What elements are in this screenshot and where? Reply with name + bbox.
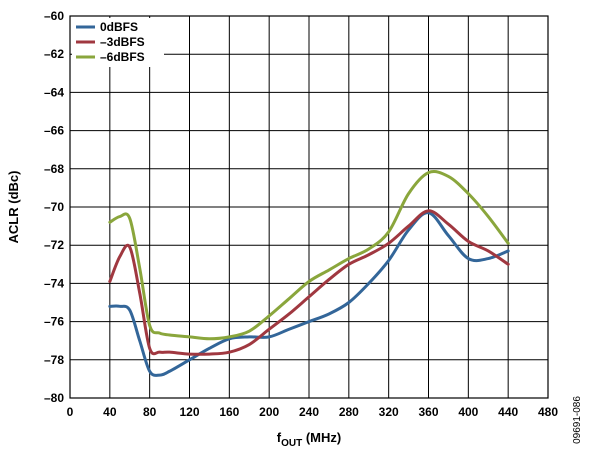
legend-label-0: 0dBFS bbox=[100, 20, 138, 34]
y-tick-label: –66 bbox=[44, 124, 64, 138]
y-tick-label: –70 bbox=[44, 200, 64, 214]
y-tick-label: –80 bbox=[44, 391, 64, 405]
y-tick-label: –62 bbox=[44, 47, 64, 61]
y-tick-label: –64 bbox=[44, 85, 64, 99]
x-tick-label: 280 bbox=[339, 405, 359, 419]
series-line-2 bbox=[108, 170, 510, 341]
x-tick-label: 480 bbox=[538, 405, 558, 419]
x-tick-label: 400 bbox=[458, 405, 478, 419]
grid-lines bbox=[69, 15, 549, 399]
x-axis-title: fOUT (MHz) bbox=[277, 430, 341, 449]
x-tick-label: 120 bbox=[179, 405, 199, 419]
x-tick-labels: 0 40 80 120 160 200 240 280 320 360 400 440 480 bbox=[67, 405, 559, 419]
y-tick-label: –76 bbox=[44, 315, 64, 329]
x-tick-label: 0 bbox=[67, 405, 74, 419]
y-tick-labels: –60 –62 –64 –66 –68 –70 –72 –74 –76 –78 –80 bbox=[44, 9, 64, 405]
plot-frame bbox=[69, 15, 549, 399]
legend-label-1: –3dBFS bbox=[100, 35, 145, 49]
y-axis-title: ACLR (dBc) bbox=[6, 171, 21, 244]
x-tick-label: 40 bbox=[103, 405, 117, 419]
legend-label-2: –6dBFS bbox=[100, 50, 145, 64]
series-lines bbox=[108, 170, 510, 377]
series-line-0 bbox=[108, 211, 510, 377]
x-tick-label: 360 bbox=[418, 405, 438, 419]
y-tick-label: –74 bbox=[44, 276, 64, 290]
y-tick-label: –68 bbox=[44, 162, 64, 176]
x-tick-label: 240 bbox=[299, 405, 319, 419]
x-tick-label: 160 bbox=[219, 405, 239, 419]
y-tick-label: –78 bbox=[44, 353, 64, 367]
x-axis-title-unit: (MHz) bbox=[302, 430, 341, 445]
x-tick-label: 80 bbox=[143, 405, 157, 419]
x-tick-label: 320 bbox=[379, 405, 399, 419]
x-tick-label: 200 bbox=[259, 405, 279, 419]
x-tick-label: 440 bbox=[498, 405, 518, 419]
legend: 0dBFS–3dBFS–6dBFS bbox=[72, 18, 164, 67]
y-tick-label: –60 bbox=[44, 9, 64, 23]
y-tick-label: –72 bbox=[44, 238, 64, 252]
figure-code: 09691-086 bbox=[572, 396, 583, 444]
x-axis-title-main: f bbox=[277, 430, 282, 445]
x-axis-title-subscript: OUT bbox=[281, 438, 302, 449]
series-line-1 bbox=[108, 209, 510, 356]
